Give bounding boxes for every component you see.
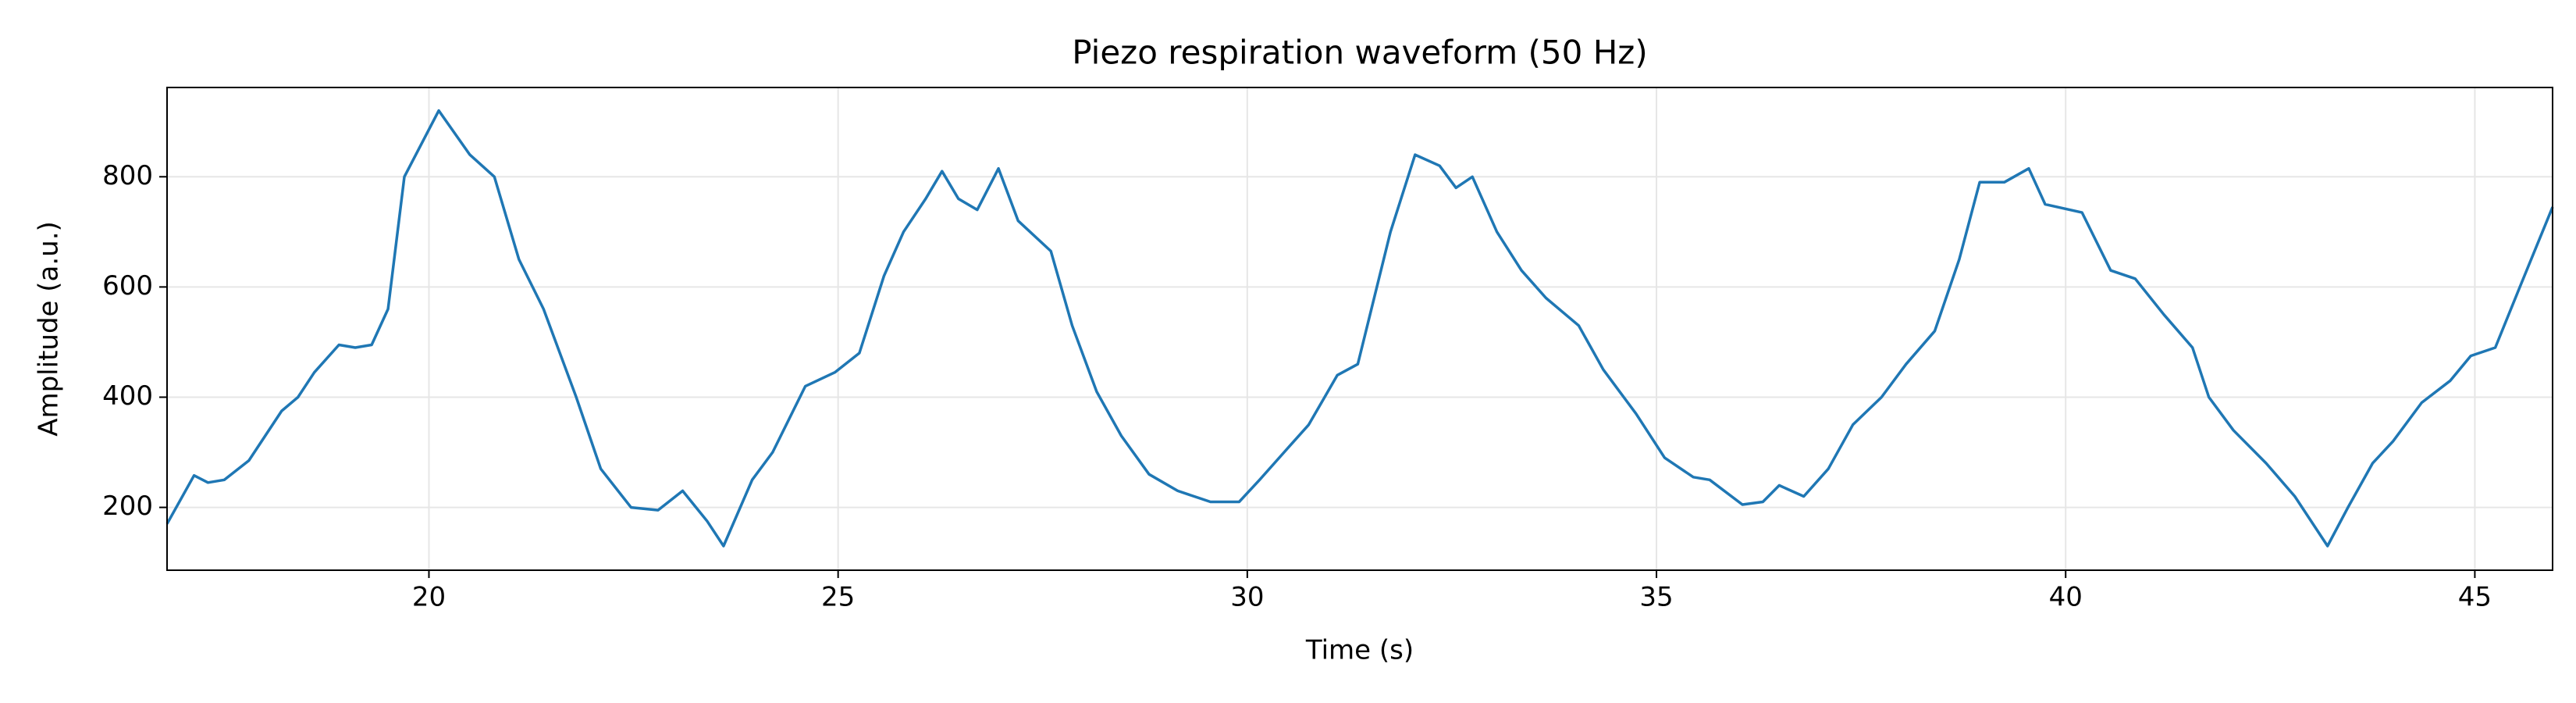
y-tick-label: 800: [102, 160, 153, 191]
y-tick-label: 400: [102, 380, 153, 412]
y-tick-label: 200: [102, 491, 153, 522]
x-tick-label: 35: [1639, 582, 1673, 613]
x-tick-label: 30: [1230, 582, 1264, 613]
x-tick-label: 20: [412, 582, 446, 613]
x-tick-label: 40: [2049, 582, 2083, 613]
x-axis-label: Time (s): [1305, 635, 1414, 666]
y-axis-label: Amplitude (a.u.): [34, 221, 65, 437]
x-tick-label: 45: [2458, 582, 2492, 613]
x-tick-label: 25: [821, 582, 855, 613]
y-tick-label: 600: [102, 270, 153, 302]
chart-title: Piezo respiration waveform (50 Hz): [1072, 34, 1647, 72]
data-line: [165, 109, 2554, 548]
plot-frame: [166, 87, 2553, 571]
